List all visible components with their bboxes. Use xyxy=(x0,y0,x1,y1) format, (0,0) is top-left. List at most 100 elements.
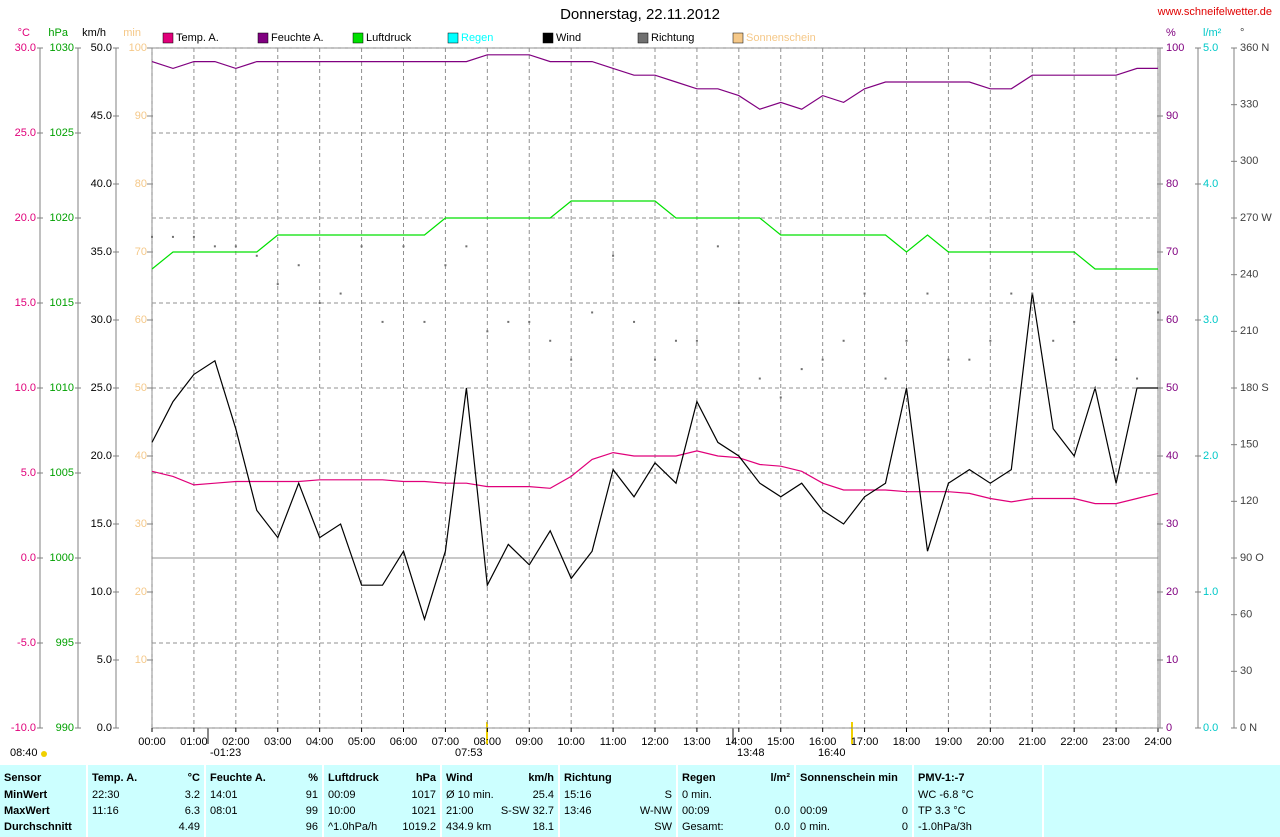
y-tick-label: 90 xyxy=(1166,110,1178,122)
y-tick-label: 5.0 xyxy=(97,654,112,666)
y-tick-label: 330 xyxy=(1240,99,1258,111)
cell-text: 1017 xyxy=(411,789,436,801)
y-tick-label: 150 xyxy=(1240,439,1258,451)
y-tick-label: 1010 xyxy=(50,382,74,394)
series-line xyxy=(151,54,1158,110)
table-cell: Gesamt: 0.0 xyxy=(682,819,790,835)
cell-text: % xyxy=(308,772,318,784)
y-tick-label: 15.0 xyxy=(15,297,36,309)
cell-text: 08:01 xyxy=(210,805,238,817)
column-header: Temp. A. °C xyxy=(92,770,200,786)
table-cell: 11:16 6.3 xyxy=(92,803,200,819)
cell-text: 15:16 xyxy=(564,789,592,801)
direction-dot xyxy=(276,283,279,286)
y-tick-label: 240 xyxy=(1240,269,1258,281)
x-tick-label: 10:00 xyxy=(557,736,585,748)
x-tick-label: 06:00 xyxy=(390,736,418,748)
y-tick-label: 360 N xyxy=(1240,42,1269,54)
x-tick-label: 18:00 xyxy=(893,736,921,748)
cell-text: 0 min. xyxy=(682,789,712,801)
axis-unit: l/m² xyxy=(1203,27,1222,39)
column-header: Sensor xyxy=(4,770,82,786)
column-header: PMV-1:-7 xyxy=(918,770,1038,786)
legend-swatch xyxy=(447,32,459,44)
direction-dot xyxy=(297,264,300,267)
direction-dot xyxy=(192,235,195,238)
cell-text: 1021 xyxy=(411,805,436,817)
column-header: Feuchte A.% xyxy=(210,770,318,786)
cell-text: S xyxy=(664,789,672,801)
cell-text: ^1.0hPa/h xyxy=(328,821,378,833)
cell-text: 6.3 xyxy=(184,805,200,817)
cell-text: 0 min. xyxy=(800,821,830,833)
direction-dot xyxy=(821,358,824,361)
table-cell: 96 xyxy=(210,819,318,835)
cell-text: 434.9 km xyxy=(446,821,492,833)
direction-dot xyxy=(989,339,992,342)
direction-dot xyxy=(171,235,174,238)
annotation: 16:40 xyxy=(818,747,846,759)
direction-dot xyxy=(213,245,216,248)
direction-dot xyxy=(570,358,573,361)
x-tick-label: 13:00 xyxy=(683,736,711,748)
cell-text: 25.4 xyxy=(532,789,554,801)
series-line xyxy=(151,450,1159,505)
x-tick-label: 07:00 xyxy=(432,736,460,748)
y-tick-label: 10 xyxy=(1166,654,1178,666)
cell-text: l/m² xyxy=(770,772,790,784)
table-cell: 0 min. 0 xyxy=(800,819,908,835)
x-tick-label: 02:00 xyxy=(222,736,250,748)
y-tick-label: 0 N xyxy=(1240,722,1257,734)
y-tick-label: 60 xyxy=(1166,314,1178,326)
y-tick-label: 30.0 xyxy=(15,42,36,54)
table-cell: ^1.0hPa/h 1019.2 xyxy=(328,819,436,835)
y-tick-label: 10.0 xyxy=(15,382,36,394)
x-tick-label: 23:00 xyxy=(1102,736,1130,748)
y-tick-label: 180 S xyxy=(1240,382,1269,394)
x-tick-label: 17:00 xyxy=(851,736,879,748)
table-cell: WC -6.8 °C xyxy=(918,787,1038,803)
y-tick-label: 10.0 xyxy=(91,586,112,598)
table-column: Wind km/h Ø 10 min. 25.4 21:00 S-SW 32.7 434.9… xyxy=(442,765,560,837)
x-tick-label: 00:00 xyxy=(138,736,166,748)
y-tick-label: 4.0 xyxy=(1203,178,1218,190)
y-tick-label: 1015 xyxy=(50,297,74,309)
cell-text: 0 xyxy=(901,821,908,833)
annotation: 08:40 xyxy=(10,747,38,759)
direction-dot xyxy=(1136,377,1139,380)
cell-text: 18.1 xyxy=(532,821,554,833)
cell-text: Luftdruck xyxy=(328,772,379,784)
y-tick-label: 100 xyxy=(129,42,147,54)
legend-label: Sonnenschein xyxy=(746,32,816,44)
direction-dot xyxy=(905,339,908,342)
cell-text: PMV-1:-7 xyxy=(918,772,965,784)
cell-text: 13:46 xyxy=(564,805,592,817)
y-tick-label: 995 xyxy=(56,637,74,649)
y-tick-label: 1005 xyxy=(50,467,74,479)
table-cell: 00:09 0 xyxy=(800,803,908,819)
axis-unit: °C xyxy=(18,27,30,39)
cell-text: km/h xyxy=(528,772,554,784)
y-tick-label: -10.0 xyxy=(11,722,36,734)
table-cell xyxy=(800,787,908,803)
y-tick-label: 50 xyxy=(1166,382,1178,394)
table-column: Sensor MinWert MaxWert Durchschnitt xyxy=(0,765,88,837)
direction-dot xyxy=(947,358,950,361)
direction-dot xyxy=(1094,387,1097,389)
direction-dot xyxy=(255,254,258,257)
y-tick-label: 80 xyxy=(135,178,147,190)
y-tick-label: 30 xyxy=(135,518,147,530)
cell-text: 96 xyxy=(305,821,318,833)
direction-dot xyxy=(360,245,363,248)
y-tick-label: 50.0 xyxy=(91,42,112,54)
direction-dot xyxy=(674,339,677,342)
legend-label: Feuchte A. xyxy=(271,32,324,44)
table-cell: 08:01 99 xyxy=(210,803,318,819)
chart: Donnerstag, 22.11.2012 www.schneifelwett… xyxy=(10,6,1272,759)
legend-swatch xyxy=(352,32,364,44)
y-tick-label: 3.0 xyxy=(1203,314,1218,326)
table-cell: TP 3.3 °C xyxy=(918,803,1038,819)
y-tick-label: 1030 xyxy=(50,42,74,54)
cell-text: °C xyxy=(187,772,200,784)
